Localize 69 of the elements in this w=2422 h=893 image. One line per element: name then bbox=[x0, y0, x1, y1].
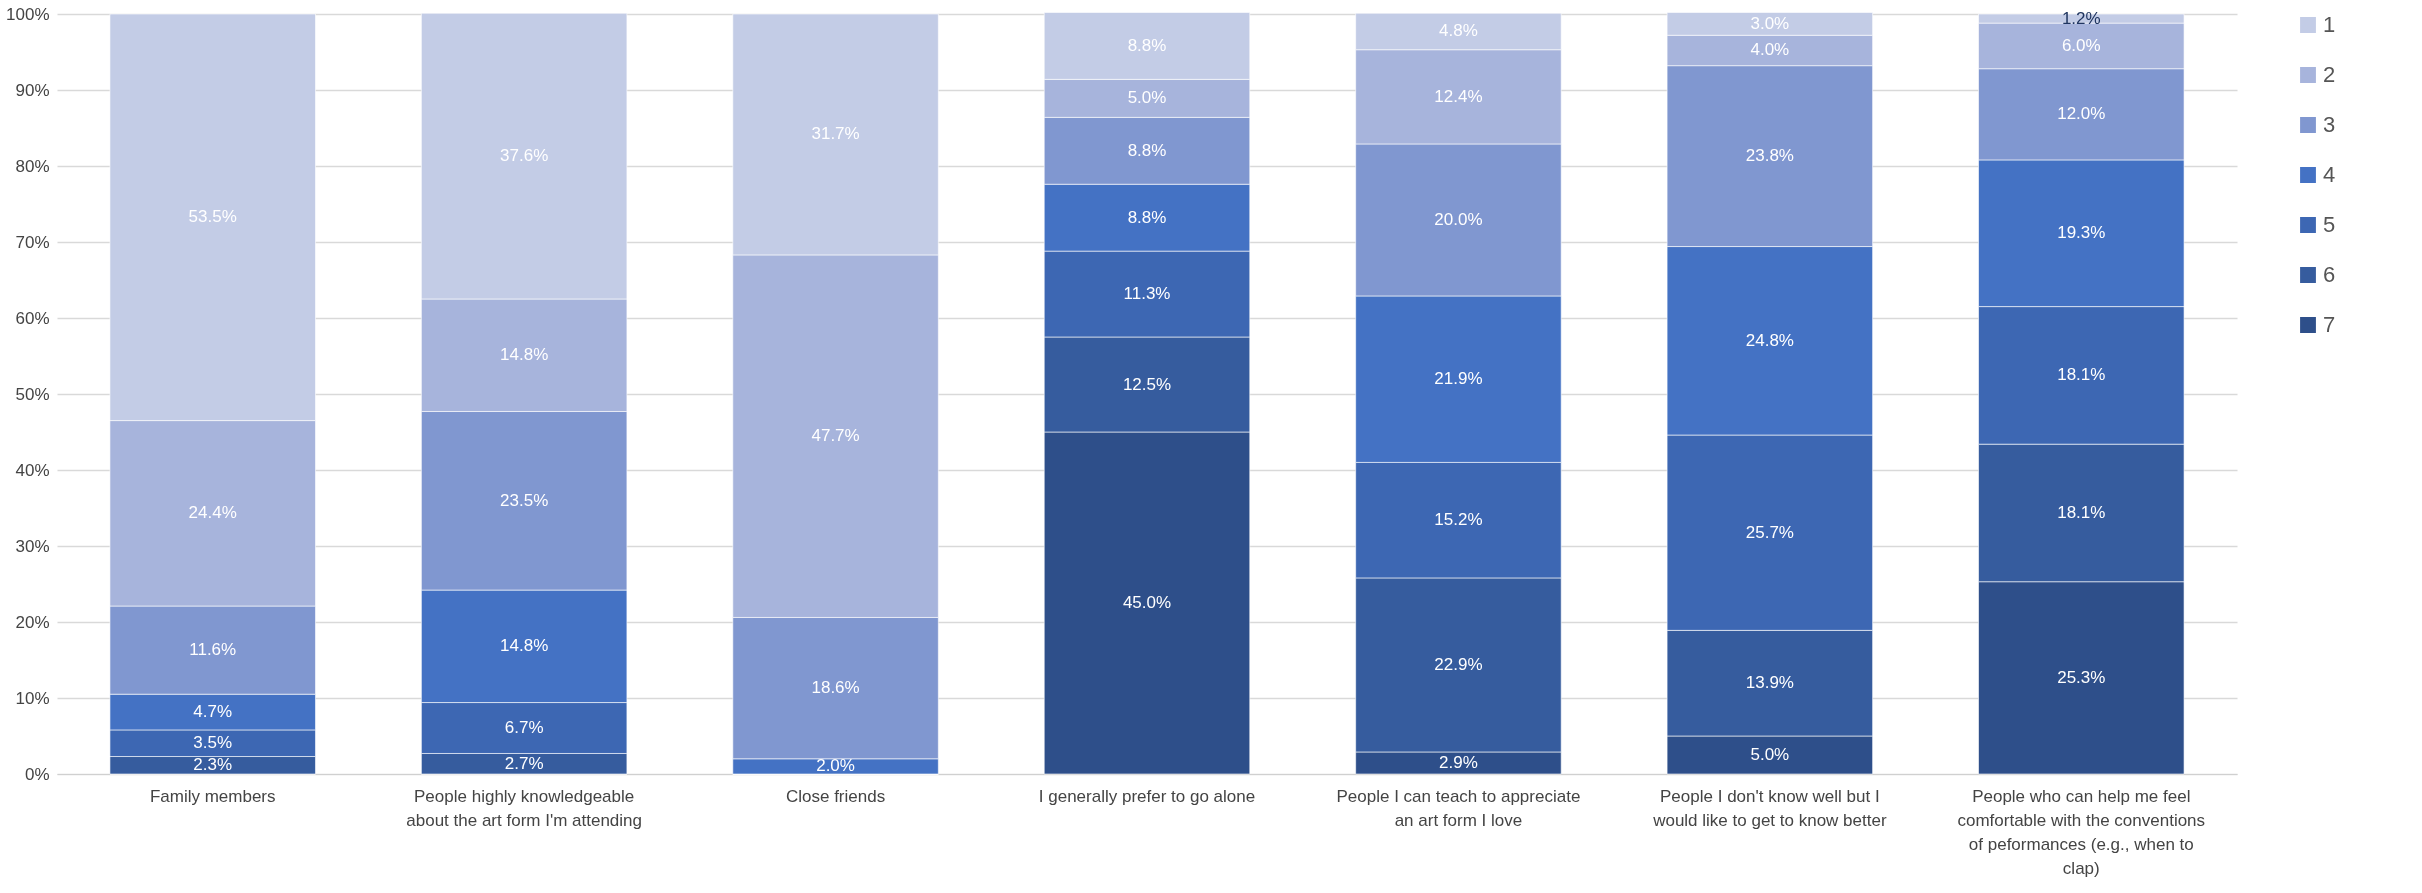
data-label: 15.2% bbox=[1434, 510, 1483, 530]
data-label: 8.8% bbox=[1127, 140, 1167, 160]
data-label: 2.7% bbox=[504, 753, 544, 773]
y-tick-label: 40% bbox=[15, 460, 50, 480]
y-tick-label: 30% bbox=[15, 536, 50, 556]
y-tick-label: 90% bbox=[15, 80, 50, 100]
data-label: 13.9% bbox=[1745, 673, 1794, 693]
data-label: 47.7% bbox=[811, 426, 860, 446]
data-label: 45.0% bbox=[1122, 593, 1172, 612]
legend-label: 6 bbox=[2323, 262, 2336, 287]
x-tick-label: People I can teach to appreciate an art form I love bbox=[1336, 786, 1581, 830]
data-label: 31.7% bbox=[811, 124, 860, 144]
legend-label: 1 bbox=[2323, 12, 2336, 37]
data-label: 23.5% bbox=[500, 490, 549, 510]
x-tick-label: I generally prefer to go alone bbox=[1038, 786, 1256, 806]
data-label: 5.0% bbox=[1127, 88, 1167, 108]
data-label: 8.8% bbox=[1127, 207, 1167, 227]
y-tick-label: 20% bbox=[15, 612, 50, 632]
data-label: 2.3% bbox=[193, 755, 233, 775]
data-label: 6.0% bbox=[2061, 35, 2101, 55]
legend-label: 7 bbox=[2323, 312, 2336, 337]
data-label: 25.7% bbox=[1745, 522, 1794, 542]
data-label: 2.9% bbox=[1439, 752, 1478, 772]
data-label: 25.3% bbox=[2057, 667, 2106, 687]
data-label: 1.2% bbox=[2061, 8, 2101, 28]
data-label: 20.0% bbox=[1434, 209, 1483, 229]
y-tick-label: 60% bbox=[15, 308, 50, 328]
data-label: 22.9% bbox=[1434, 654, 1483, 674]
y-tick-label: 10% bbox=[15, 688, 50, 708]
legend-label: 3 bbox=[2323, 112, 2336, 137]
data-label: 24.8% bbox=[1745, 330, 1794, 350]
data-label: 24.4% bbox=[188, 503, 237, 523]
legend-label: 4 bbox=[2323, 162, 2336, 187]
data-label: 19.3% bbox=[2057, 223, 2106, 243]
data-label: 12.5% bbox=[1122, 374, 1172, 394]
legend-label: 2 bbox=[2323, 62, 2336, 87]
x-tick-label: Family members bbox=[149, 786, 276, 806]
data-label: 4.0% bbox=[1750, 40, 1790, 60]
legend-label: 5 bbox=[2323, 212, 2336, 237]
data-label: 37.6% bbox=[500, 146, 549, 166]
data-label: 2.0% bbox=[816, 756, 855, 776]
x-tick-label: People who can help me feel comfortable with the conventions of peformances (e.g., when to clap) bbox=[1957, 786, 2206, 878]
data-label: 18.1% bbox=[2057, 365, 2106, 385]
data-label: 12.0% bbox=[2057, 104, 2106, 124]
y-tick-label: 80% bbox=[15, 156, 50, 176]
data-label: 5.0% bbox=[1750, 745, 1790, 764]
x-tick-label: People I don't know well but I would like to get to know better bbox=[1652, 786, 1887, 830]
data-label: 11.3% bbox=[1123, 284, 1171, 304]
data-label: 4.8% bbox=[1439, 21, 1478, 41]
data-label: 53.5% bbox=[188, 207, 237, 227]
data-label: 21.9% bbox=[1434, 369, 1483, 389]
data-label: 18.6% bbox=[811, 678, 860, 698]
data-label: 11.6% bbox=[189, 640, 237, 660]
data-label: 23.8% bbox=[1745, 146, 1794, 166]
y-tick-label: 100% bbox=[6, 4, 50, 24]
data-label: 4.7% bbox=[193, 702, 233, 722]
data-label: 3.0% bbox=[1750, 13, 1790, 33]
data-label: 3.5% bbox=[193, 733, 233, 753]
x-tick-label: Close friends bbox=[785, 786, 886, 806]
y-tick-label: 50% bbox=[15, 384, 50, 404]
y-tick-label: 70% bbox=[15, 232, 50, 252]
data-label: 6.7% bbox=[504, 718, 544, 738]
x-tick-label: People highly knowledgeable about the art form I'm attending bbox=[406, 786, 642, 830]
data-label: 12.4% bbox=[1434, 86, 1483, 106]
data-label: 14.8% bbox=[500, 636, 549, 656]
data-label: 18.1% bbox=[2057, 502, 2106, 522]
data-label: 8.8% bbox=[1127, 35, 1167, 55]
y-tick-label: 0% bbox=[24, 764, 50, 784]
data-label: 14.8% bbox=[500, 345, 549, 365]
